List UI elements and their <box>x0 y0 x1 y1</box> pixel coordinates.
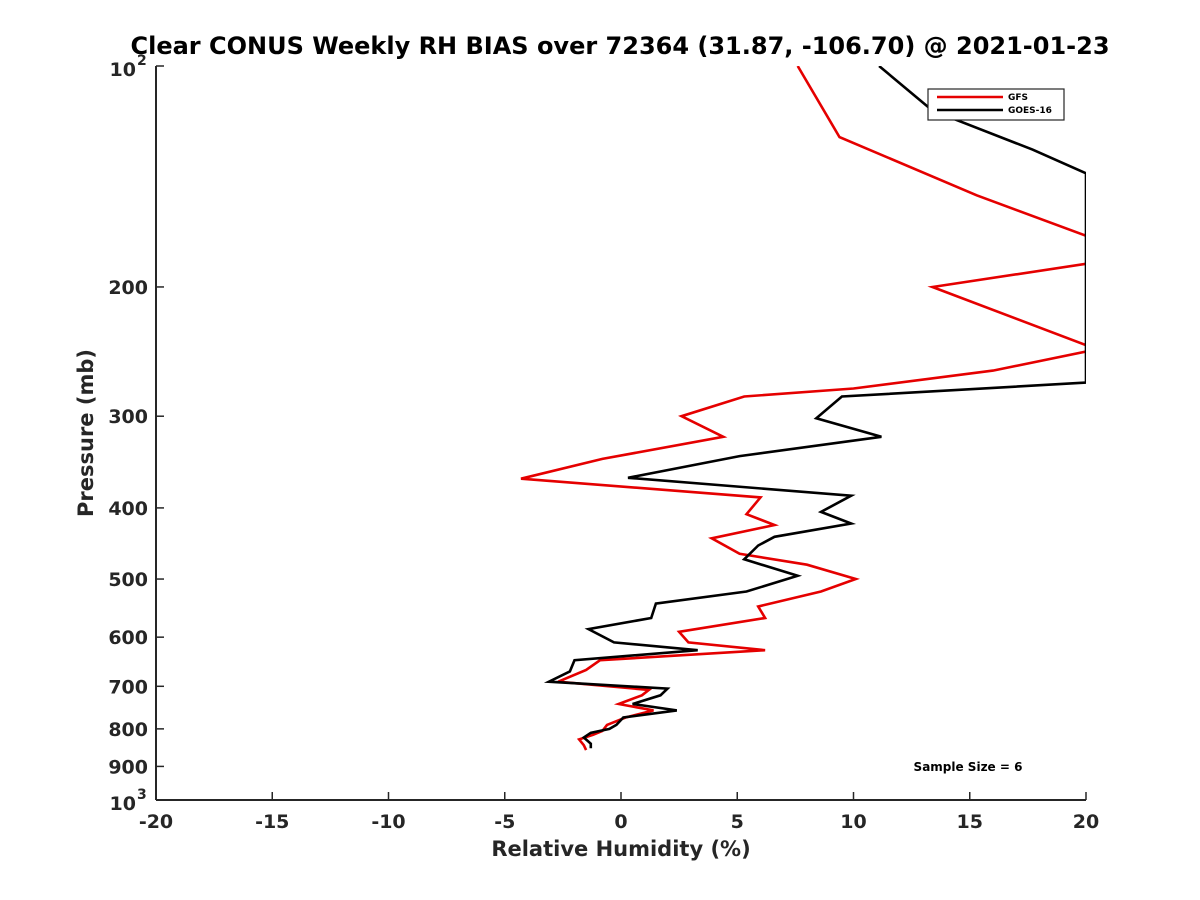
x-tick-label: -10 <box>371 811 405 833</box>
x-axis-label: Relative Humidity (%) <box>491 837 750 861</box>
chart-title: Clear CONUS Weekly RH BIAS over 72364 (3… <box>130 32 1109 60</box>
y-tick-label: 500 <box>108 569 148 591</box>
sample-size-annotation: Sample Size = 6 <box>914 760 1023 774</box>
y-axis-label: Pressure (mb) <box>74 349 98 517</box>
x-tick-label: 20 <box>1073 811 1099 833</box>
y-tick-label: 900 <box>108 756 148 778</box>
legend-label-goes16: GOES-16 <box>1008 106 1052 116</box>
y-tick-exponent: 3 <box>137 787 147 803</box>
series-line-goes-16 <box>543 66 1086 749</box>
legend-label-gfs: GFS <box>1008 93 1028 103</box>
y-tick-label: 700 <box>108 676 148 698</box>
y-tick-label: 400 <box>108 498 148 520</box>
y-tick-label: 10 <box>110 59 136 81</box>
x-tick-label: 5 <box>731 811 744 833</box>
series-line-gfs <box>520 66 1086 751</box>
x-tick-label: 10 <box>840 811 866 833</box>
x-ticks: -20 -15 -10 -5 0 5 10 15 20 <box>139 792 1099 833</box>
x-tick-label: -15 <box>255 811 289 833</box>
y-tick-label: 600 <box>108 627 148 649</box>
x-tick-label: 15 <box>957 811 983 833</box>
x-tick-label: -20 <box>139 811 173 833</box>
plot-area <box>520 66 1086 751</box>
x-tick-label: 0 <box>614 811 627 833</box>
legend-box <box>927 88 1065 121</box>
y-tick-exponent: 2 <box>137 53 147 69</box>
x-tick-label: -5 <box>494 811 515 833</box>
y-tick-label: 10 <box>110 793 136 815</box>
y-tick-label: 300 <box>108 406 148 428</box>
axes <box>155 66 1086 801</box>
legend: GFS GOES-16 <box>927 88 1065 121</box>
y-tick-label: 200 <box>108 277 148 299</box>
y-tick-label: 800 <box>108 719 148 741</box>
